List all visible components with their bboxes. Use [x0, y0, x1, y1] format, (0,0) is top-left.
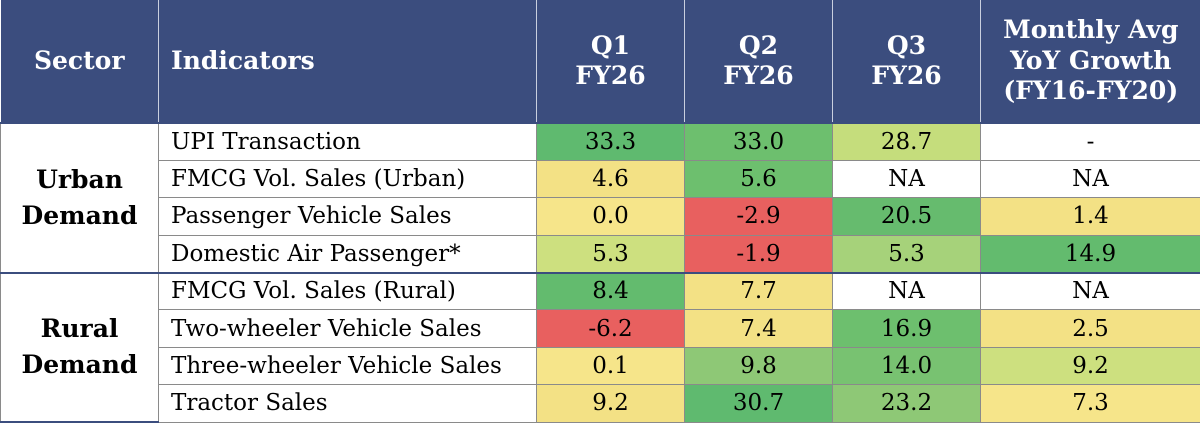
- value-cell: -1.9: [684, 234, 833, 274]
- value-cell: 14.0: [832, 346, 981, 386]
- value-cell: 28.7: [832, 121, 981, 161]
- value-cell: 7.3: [980, 384, 1200, 423]
- q2-header: Q2 FY26: [684, 0, 833, 123]
- value-cell: NA: [980, 271, 1200, 311]
- indicator-cell: Three-wheeler Vehicle Sales: [158, 346, 537, 386]
- sector-cell: Urban Demand: [0, 122, 159, 274]
- monthly-avg-header-line2: YoY Growth: [1010, 45, 1172, 75]
- table-header: Sector Indicators Q1 FY26 Q2 FY26 Q3 FY26 M…: [0, 0, 1200, 123]
- table-row: Urban Demand UPI Transaction 33.3 33.0 28.7-: [0, 121, 1200, 274]
- q2-header-line2: FY26: [723, 61, 794, 90]
- value-cell: 5.3: [832, 234, 981, 274]
- value-cell: NA: [832, 159, 981, 199]
- monthly-avg-header-line3: (FY16-FY20): [1003, 76, 1179, 106]
- sector-cell: Rural Demand: [0, 271, 159, 423]
- indicator-cell: Two-wheeler Vehicle Sales: [158, 309, 537, 348]
- q3-header: Q3 FY26: [832, 0, 981, 123]
- value-cell: 0.0: [536, 197, 685, 236]
- indicator-cell: FMCG Vol. Sales (Urban): [158, 159, 537, 199]
- value-cell: 7.4: [684, 309, 833, 348]
- sector-label-line2: Demand: [21, 200, 138, 230]
- value-cell: NA: [980, 159, 1200, 199]
- q1-header: Q1 FY26: [536, 0, 685, 123]
- value-cell: 9.2: [980, 346, 1200, 386]
- value-cell: NA: [832, 271, 981, 311]
- table-row: Passenger Vehicle Sales 0.0 -2.9 20.5 1.4: [1, 197, 1200, 236]
- table-row: Two-wheeler Vehicle Sales -6.2 7.4 16.9 2.5: [1, 309, 1200, 348]
- indicator-cell: Tractor Sales: [158, 384, 537, 423]
- indicator-cell: Passenger Vehicle Sales: [158, 197, 537, 236]
- value-cell: 9.8: [684, 346, 833, 386]
- table-row: Rural Demand FMCG Vol. Sales (Rural) 8.4 7.7…: [0, 271, 1200, 423]
- header-row: Sector Indicators Q1 FY26 Q2 FY26 Q3 FY26 M…: [0, 0, 1200, 123]
- value-cell: 20.5: [832, 197, 981, 236]
- value-cell: 30.7: [684, 384, 833, 423]
- indicator-cell: FMCG Vol. Sales (Rural): [158, 271, 537, 311]
- q1-header-line2: FY26: [575, 61, 646, 90]
- sector-label-line1: Urban: [36, 164, 123, 194]
- q3-header-line1: Q3: [886, 30, 927, 60]
- value-cell: 4.6: [536, 159, 685, 199]
- q2-header-line1: Q2: [738, 30, 779, 60]
- value-cell: 0.1: [536, 346, 685, 386]
- value-cell: -6.2: [536, 309, 685, 348]
- sector-label-line2: Demand: [21, 350, 138, 380]
- table-row: FMCG Vol. Sales (Urban) 4.6 5.6 NA NA: [1, 159, 1200, 199]
- value-cell: -2.9: [684, 197, 833, 236]
- value-cell: 14.9: [980, 234, 1200, 274]
- monthly-avg-header: Monthly Avg YoY Growth (FY16-FY20): [980, 0, 1200, 123]
- value-cell: 33.3: [536, 121, 685, 161]
- value-cell: 9.2: [536, 384, 685, 423]
- table-row: Three-wheeler Vehicle Sales 0.1 9.8 14.0 9.2: [1, 346, 1200, 386]
- value-cell: 7.7: [684, 271, 833, 311]
- value-cell: 8.4: [536, 271, 685, 311]
- indicators-header: Indicators: [158, 0, 537, 123]
- sector-header: Sector: [0, 0, 159, 123]
- table-row: Tractor Sales 9.2 30.7 23.2 7.3: [1, 384, 1200, 423]
- value-cell: -: [980, 121, 1200, 161]
- value-cell: 5.3: [536, 234, 685, 274]
- value-cell: 2.5: [980, 309, 1200, 348]
- value-cell: 33.0: [684, 121, 833, 161]
- monthly-avg-header-line1: Monthly Avg: [1003, 15, 1179, 45]
- value-cell: 5.6: [684, 159, 833, 199]
- q1-header-line1: Q1: [590, 30, 631, 60]
- indicator-cell: Domestic Air Passenger*: [158, 234, 537, 274]
- value-cell: 16.9: [832, 309, 981, 348]
- value-cell: 1.4: [980, 197, 1200, 236]
- table-row: Domestic Air Passenger* 5.3 -1.9 5.3 14.9: [1, 234, 1200, 274]
- q3-header-line2: FY26: [871, 61, 942, 90]
- sector-label-line1: Rural: [40, 314, 119, 343]
- value-cell: 23.2: [832, 384, 981, 423]
- indicator-cell: UPI Transaction: [158, 121, 537, 161]
- table-body: Urban Demand UPI Transaction 33.3 33.0 28.7- F…: [0, 121, 1200, 423]
